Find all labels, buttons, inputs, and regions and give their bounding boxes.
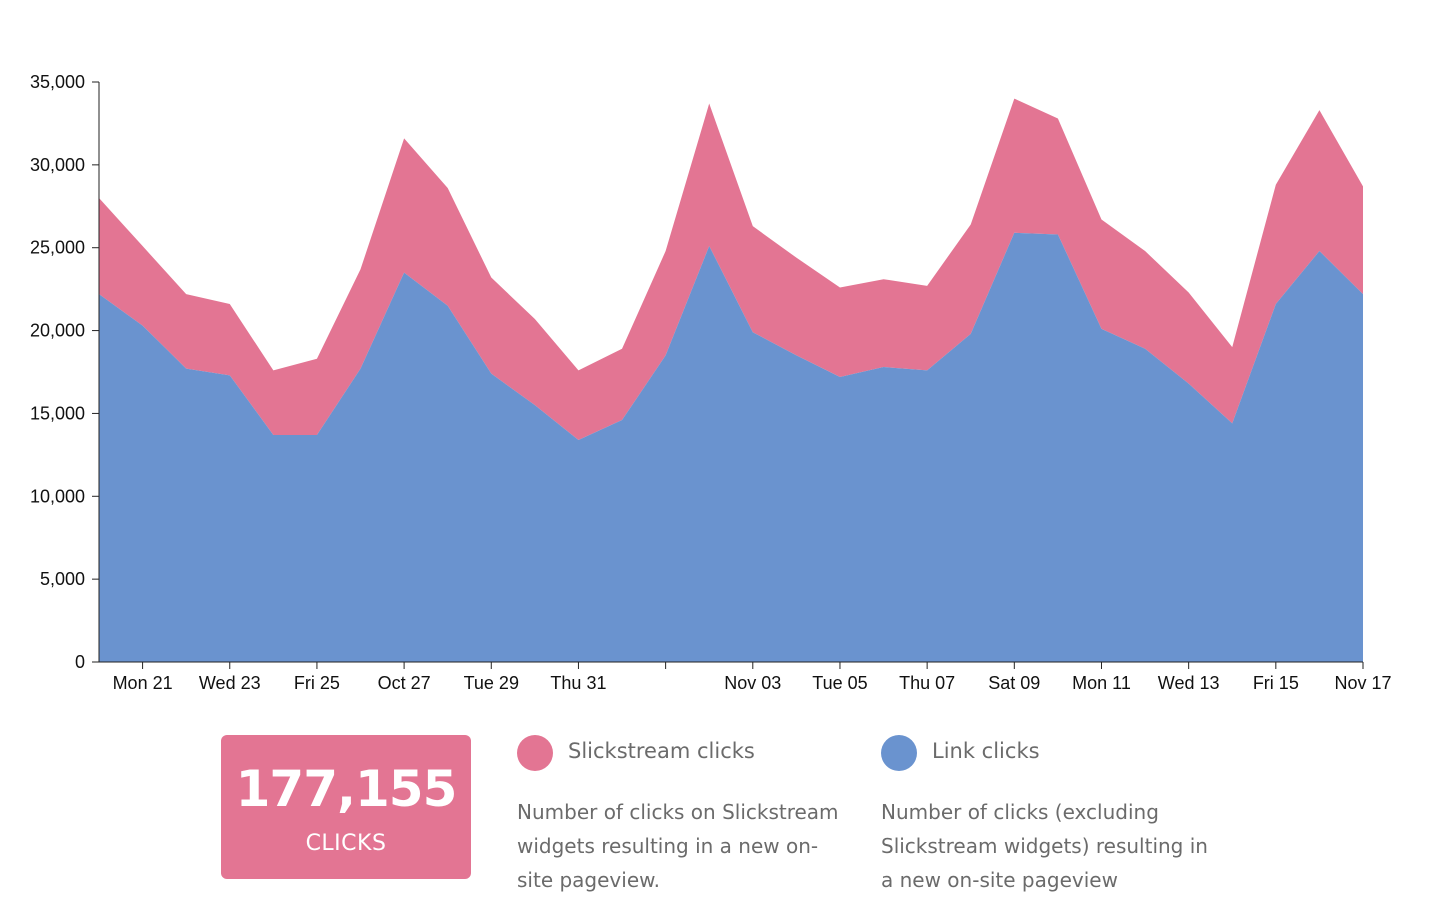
legend-swatch-link	[881, 735, 917, 771]
y-tick-label: 10,000	[30, 486, 85, 506]
legend-name: Link clicks	[932, 739, 1040, 763]
x-tick-label: Nov 03	[724, 673, 781, 693]
x-tick-label: Fri 25	[294, 673, 340, 693]
total-clicks-card: 177,155 CLICKS	[221, 735, 471, 879]
x-tick-label: Oct 27	[378, 673, 431, 693]
area-slickstream-clicks	[99, 98, 1363, 440]
x-tick-label: Wed 23	[199, 673, 261, 693]
x-tick-label: Wed 13	[1158, 673, 1220, 693]
y-axis: 0 5,000 10,000 15,000 20,000 25,000 30,000 35,0…	[30, 72, 100, 672]
legend-swatch-slickstream	[517, 735, 553, 771]
y-tick-label: 15,000	[30, 403, 85, 423]
y-tick-label: 25,000	[30, 238, 85, 258]
x-tick-label: Mon 21	[113, 673, 173, 693]
legend-description: Number of clicks (excluding Slickstream …	[881, 800, 1208, 892]
total-clicks-label: CLICKS	[305, 831, 387, 856]
x-axis: Mon 21 Wed 23 Fri 25 Oct 27 Tue 29 Thu 31 Nov …	[99, 661, 1392, 693]
y-tick-label: 5,000	[40, 569, 85, 589]
stacked-area-chart: 0 5,000 10,000 15,000 20,000 25,000 30,000 35,0…	[30, 72, 1392, 693]
chart-areas	[99, 98, 1363, 663]
x-tick-label: Tue 29	[464, 673, 519, 693]
y-tick-label: 35,000	[30, 72, 85, 92]
total-clicks-value: 177,155	[235, 760, 458, 818]
y-tick-label: 20,000	[30, 321, 85, 341]
x-tick-label: Thu 07	[899, 673, 955, 693]
x-tick-label: Mon 11	[1072, 673, 1131, 693]
x-tick-label: Nov 17	[1334, 673, 1391, 693]
legend-description: Number of clicks on Slickstream widgets …	[517, 800, 839, 892]
x-tick-label: Fri 15	[1253, 673, 1299, 693]
x-tick-label: Tue 05	[812, 673, 867, 693]
x-tick-label: Sat 09	[988, 673, 1040, 693]
area-link-clicks	[99, 232, 1363, 663]
x-tick-label: Thu 31	[550, 673, 606, 693]
legend-name: Slickstream clicks	[568, 739, 755, 763]
y-tick-label: 0	[75, 652, 85, 672]
y-tick-label: 30,000	[30, 155, 85, 175]
